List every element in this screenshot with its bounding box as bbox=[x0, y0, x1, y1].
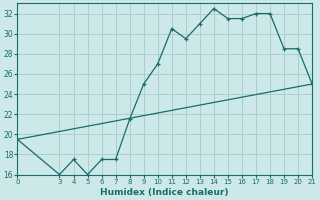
X-axis label: Humidex (Indice chaleur): Humidex (Indice chaleur) bbox=[100, 188, 229, 197]
